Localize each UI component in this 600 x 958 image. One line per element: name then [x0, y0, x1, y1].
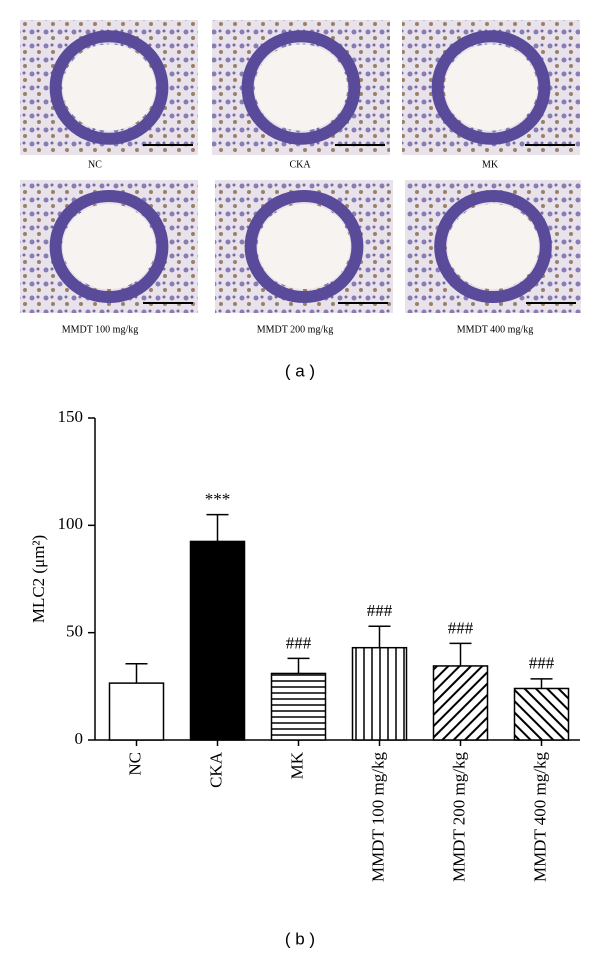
airway-lumen — [444, 44, 538, 131]
image-label: MMDT 400 mg/kg — [457, 324, 534, 335]
airway-wall — [244, 189, 364, 304]
significance-label: ### — [529, 654, 555, 673]
significance-label: *** — [205, 490, 231, 509]
significance-label: ### — [448, 618, 474, 637]
image-label: MMDT 200 mg/kg — [257, 324, 334, 335]
image-label: MMDT 100 mg/kg — [62, 324, 139, 335]
x-tick-label: MMDT 200 mg/kg — [449, 752, 468, 883]
airway-lumen — [257, 203, 351, 290]
y-tick-label: 150 — [58, 407, 84, 426]
bar — [351, 646, 408, 741]
bar — [513, 687, 570, 741]
airway-wall — [431, 30, 551, 145]
bar — [432, 665, 489, 741]
airway-lumen — [62, 203, 156, 290]
y-tick-label: 50 — [66, 622, 83, 641]
panel-caption: ( b ) — [285, 929, 315, 948]
x-tick-label: MMDT 100 mg/kg — [368, 752, 387, 883]
bar — [270, 672, 327, 741]
image-label: MK — [482, 159, 499, 170]
bar — [108, 682, 165, 741]
y-axis-label: MLC2 (μm²) — [29, 535, 48, 623]
airway-wall — [241, 30, 361, 145]
airway-wall — [434, 189, 552, 304]
airway-lumen — [62, 44, 156, 131]
y-tick-label: 0 — [75, 729, 84, 748]
x-tick-label: CKA — [206, 751, 225, 788]
x-tick-label: MK — [287, 751, 306, 779]
x-tick-label: NC — [125, 752, 144, 776]
significance-label: ### — [286, 633, 312, 652]
panel-caption: ( a ) — [285, 361, 315, 380]
airway-wall — [49, 189, 169, 304]
y-tick-label: 100 — [58, 514, 84, 533]
bar — [189, 540, 246, 741]
airway-lumen — [254, 44, 348, 131]
significance-label: ### — [367, 601, 393, 620]
image-label: CKA — [289, 159, 311, 170]
image-label: NC — [88, 159, 102, 170]
airway-lumen — [447, 203, 539, 290]
x-tick-label: MMDT 400 mg/kg — [530, 752, 549, 883]
airway-wall — [49, 30, 169, 145]
